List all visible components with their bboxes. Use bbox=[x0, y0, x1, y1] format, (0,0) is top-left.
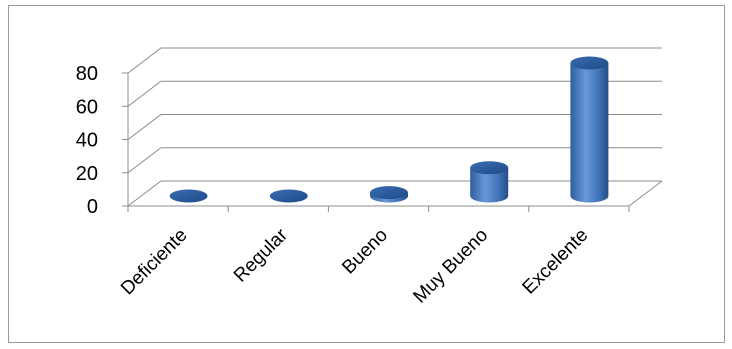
bar bbox=[169, 189, 208, 203]
bar bbox=[470, 161, 509, 203]
bar-body bbox=[570, 63, 609, 203]
bar-top bbox=[470, 161, 509, 175]
x-tick-label: Excelente bbox=[519, 225, 593, 299]
gridline bbox=[127, 80, 662, 107]
bars-group bbox=[169, 56, 609, 203]
x-tick-label: Regular bbox=[230, 224, 292, 286]
x-tick-label: Deficiente bbox=[117, 225, 192, 300]
bar-top bbox=[269, 189, 308, 203]
y-tick-label: 80 bbox=[76, 63, 98, 85]
floor-edge bbox=[628, 180, 663, 207]
gridline bbox=[127, 114, 662, 140]
y-axis-tick-labels: 0 20 40 60 80 bbox=[76, 63, 98, 218]
bar-top bbox=[169, 189, 208, 203]
bar bbox=[269, 189, 308, 203]
gridline bbox=[127, 47, 662, 74]
bar-top bbox=[370, 186, 408, 200]
y-tick-label: 20 bbox=[76, 163, 98, 185]
bar bbox=[570, 56, 609, 203]
bar bbox=[370, 186, 408, 203]
x-tick-label: Bueno bbox=[338, 225, 392, 279]
bar-top bbox=[570, 56, 609, 70]
x-axis-tick-labels: Deficiente Regular Bueno Muy Bueno Excelente bbox=[117, 224, 592, 307]
y-tick-label: 60 bbox=[76, 96, 98, 118]
y-tick-label: 0 bbox=[87, 196, 98, 218]
x-tick-label: Muy Bueno bbox=[409, 225, 492, 308]
gridline bbox=[127, 147, 662, 174]
y-tick-label: 40 bbox=[76, 130, 98, 152]
bar-body bbox=[470, 167, 509, 203]
